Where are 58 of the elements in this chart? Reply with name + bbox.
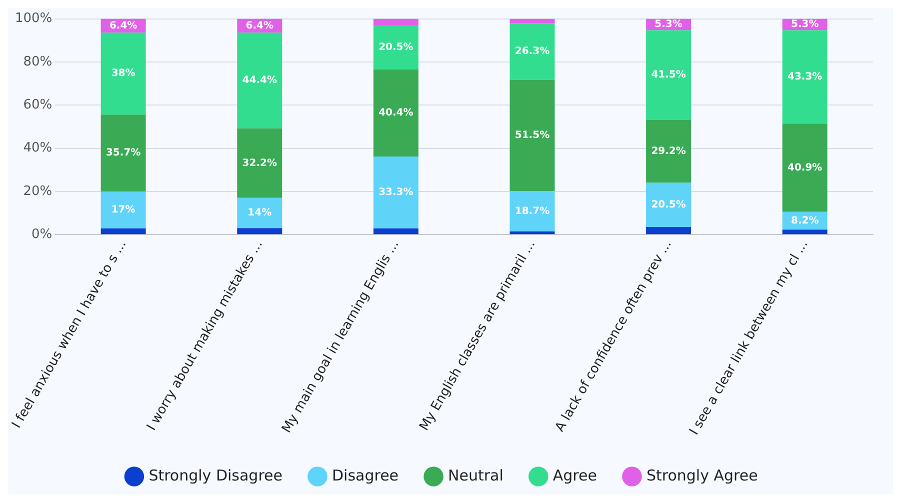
y-tick-label: 100% (14, 11, 52, 26)
y-tick-label: 40% (23, 140, 52, 156)
data-label: 33.3% (378, 186, 414, 198)
bar (373, 25, 418, 70)
bar (373, 69, 418, 156)
legend-label: Disagree (332, 466, 399, 484)
legend-label: Strongly Agree (646, 466, 758, 484)
bar (237, 228, 282, 234)
bar (782, 30, 828, 124)
data-label: 40.4% (378, 107, 414, 118)
legend-label: Agree (552, 466, 597, 484)
data-label: 8.2% (790, 215, 819, 226)
data-label: 6.4% (246, 20, 274, 32)
bar (373, 228, 418, 234)
bar (237, 198, 282, 228)
bar (646, 227, 692, 234)
data-label: 17% (111, 204, 136, 216)
bar (646, 120, 692, 183)
bar (782, 124, 828, 212)
bar (373, 18, 418, 26)
data-label: 5.3% (654, 19, 682, 30)
data-label: 5.3% (790, 19, 819, 30)
bar (510, 190, 555, 232)
data-label: 20.5% (378, 42, 414, 53)
data-label: 35.7% (106, 148, 141, 159)
y-tick-label: 60% (23, 97, 52, 112)
bar (646, 30, 692, 120)
bar (100, 228, 146, 234)
bar (510, 231, 555, 234)
y-tick-label: 0% (32, 226, 52, 242)
data-label: 14% (248, 208, 272, 219)
data-label: 6.4% (109, 20, 138, 32)
data-label: 29.2% (651, 146, 686, 157)
bar (373, 156, 418, 228)
bar (510, 18, 555, 24)
data-label: 38% (111, 68, 136, 80)
y-tick-label: 80% (23, 54, 52, 70)
data-label: 43.3% (787, 72, 822, 83)
data-label: 44.4% (242, 75, 277, 86)
bar (100, 192, 146, 228)
data-label: 32.2% (242, 158, 277, 169)
legend-label: Strongly Disagree (148, 466, 283, 484)
data-label: 18.7% (514, 206, 550, 217)
bar (100, 114, 146, 192)
legend-label: Neutral (448, 466, 504, 484)
data-label: 51.5% (514, 130, 550, 142)
bar (237, 32, 282, 128)
data-label: 41.5% (651, 70, 686, 81)
data-label: 20.5% (651, 200, 686, 211)
bar (782, 230, 828, 234)
bar (100, 32, 146, 115)
bar (237, 128, 282, 198)
bar (510, 80, 555, 191)
bar (510, 23, 555, 80)
data-label: 26.3% (514, 46, 550, 58)
data-label: 40.9% (787, 162, 822, 174)
y-tick-label: 20% (23, 184, 52, 199)
bar (646, 182, 692, 228)
